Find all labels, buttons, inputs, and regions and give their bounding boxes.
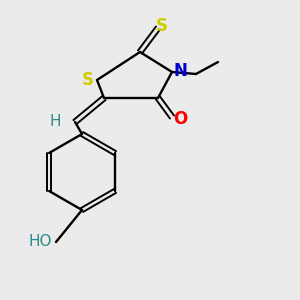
- Text: N: N: [173, 62, 187, 80]
- Text: S: S: [82, 71, 94, 89]
- Text: H: H: [49, 113, 61, 128]
- Text: S: S: [156, 17, 168, 35]
- Text: O: O: [173, 110, 187, 128]
- Text: HO: HO: [28, 235, 52, 250]
